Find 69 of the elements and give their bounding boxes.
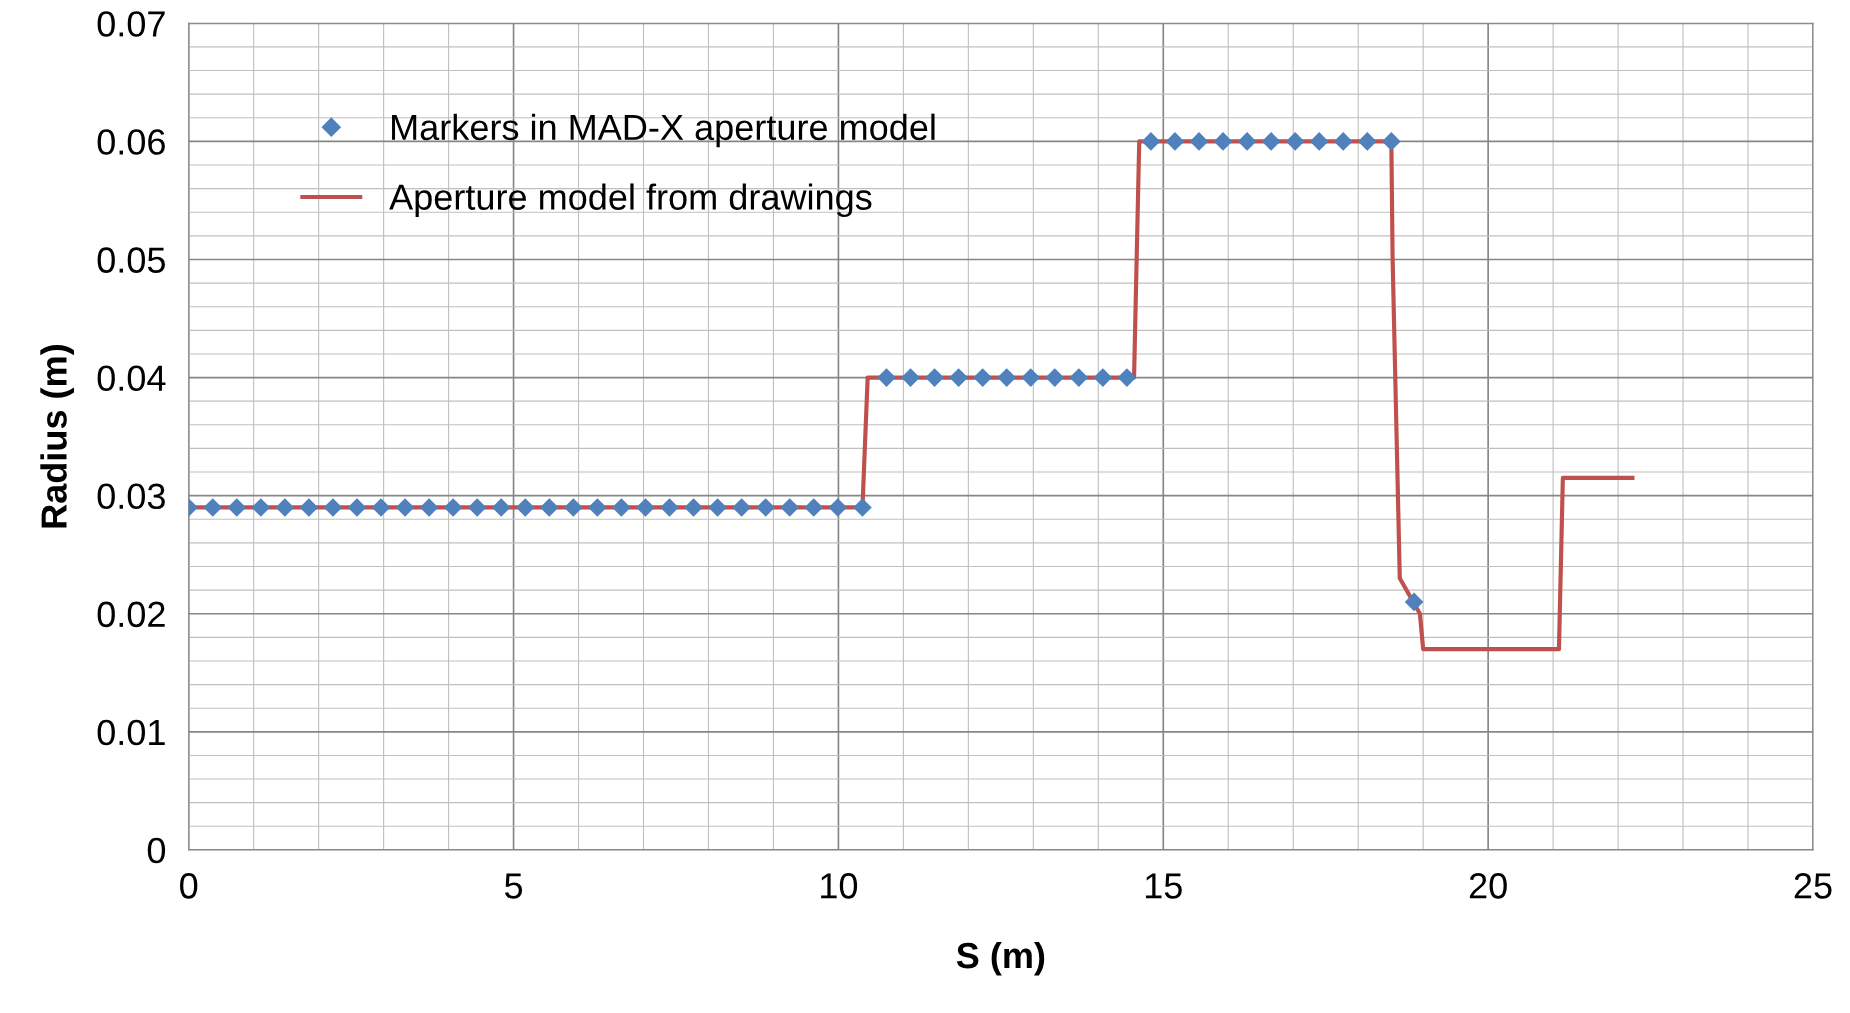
y-axis-title: Radius (m) xyxy=(40,345,74,528)
x-axis-title: S (m) xyxy=(956,941,1045,976)
y-tick-label: 0.02 xyxy=(97,601,165,628)
legend-label: Aperture model from drawings xyxy=(389,183,872,218)
x-tick-label: 20 xyxy=(1469,873,1507,899)
x-tick-label: 10 xyxy=(821,873,858,899)
point xyxy=(1382,132,1401,151)
point xyxy=(1021,368,1041,387)
point xyxy=(588,498,607,517)
point xyxy=(1141,132,1161,151)
point xyxy=(1117,368,1137,387)
point xyxy=(660,498,679,517)
point xyxy=(949,368,968,387)
point xyxy=(877,368,896,387)
point xyxy=(395,498,415,517)
y-tick-label: 0.03 xyxy=(97,483,165,510)
point xyxy=(539,498,559,517)
point xyxy=(515,498,535,517)
y-tick-label: 0.07 xyxy=(97,11,165,37)
point xyxy=(299,498,319,517)
point xyxy=(467,498,487,517)
point xyxy=(1237,132,1257,151)
point xyxy=(1093,368,1113,387)
point xyxy=(227,498,247,517)
point xyxy=(997,368,1017,387)
y-tick-label: 0.04 xyxy=(97,365,166,391)
x-tick-label: 5 xyxy=(504,873,523,899)
point xyxy=(1069,368,1089,387)
point xyxy=(1357,132,1377,151)
point xyxy=(275,498,295,517)
point xyxy=(1165,132,1185,151)
x-tick-label: 0 xyxy=(180,873,198,899)
x-tick-label: 15 xyxy=(1145,873,1182,899)
point xyxy=(636,498,655,517)
y-tick-label: 0.05 xyxy=(97,247,165,273)
y-tick-label: 0.06 xyxy=(97,129,165,155)
point xyxy=(443,498,463,517)
x-tick-label: 25 xyxy=(1794,873,1832,899)
point xyxy=(251,498,271,517)
point xyxy=(853,498,872,517)
point xyxy=(973,368,992,387)
point xyxy=(1285,132,1305,151)
point xyxy=(491,498,511,517)
point xyxy=(1213,132,1233,151)
point xyxy=(323,498,343,517)
point xyxy=(756,498,775,517)
y-tick-label: 0.01 xyxy=(97,719,165,746)
point xyxy=(203,498,223,517)
point xyxy=(804,498,824,517)
point xyxy=(1309,132,1329,151)
point xyxy=(1045,368,1065,387)
point xyxy=(1404,592,1424,612)
point xyxy=(684,498,703,517)
point xyxy=(371,498,391,517)
point xyxy=(708,498,727,517)
point xyxy=(419,498,439,517)
point xyxy=(1261,132,1281,151)
point xyxy=(564,498,583,517)
point xyxy=(901,368,920,387)
point xyxy=(1333,132,1353,151)
point xyxy=(1189,132,1209,151)
point xyxy=(828,498,848,517)
point xyxy=(612,498,631,517)
legend-label: Markers in MAD-X aperture model xyxy=(392,113,935,148)
point xyxy=(347,498,367,517)
point xyxy=(925,368,944,387)
point xyxy=(780,498,800,517)
y-tick-label: 0 xyxy=(147,837,166,864)
point xyxy=(732,498,751,517)
